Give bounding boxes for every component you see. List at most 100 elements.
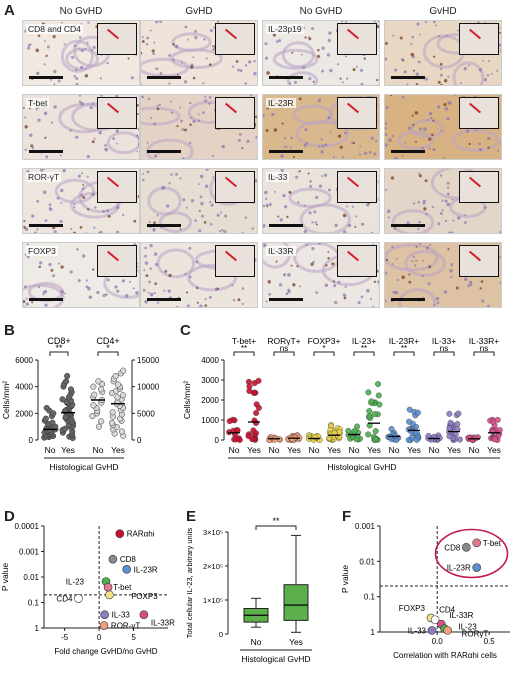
cell-nucleus	[334, 223, 338, 228]
data-point	[91, 391, 98, 398]
cell-nucleus	[84, 74, 89, 78]
y-tick-label-right: 0	[137, 436, 142, 445]
cell-nucleus	[212, 154, 215, 157]
micrograph-stain-label: IL-23R	[266, 98, 296, 108]
cell-nucleus	[351, 141, 354, 145]
cell-nucleus	[313, 210, 317, 214]
y-tick-label: 2×10⁵	[203, 562, 223, 571]
panel-b-chart: 0 2000 4000 6000 0 5000 10000 15000 Cells/mm² CD8…	[1, 336, 160, 472]
cell-nucleus	[87, 21, 90, 24]
cell-nucleus	[216, 213, 220, 217]
data-point	[42, 415, 49, 422]
data-point	[49, 419, 56, 426]
x-tick-label: Yes	[287, 445, 301, 455]
significance-label: **	[272, 516, 280, 526]
cell-nucleus	[265, 129, 269, 132]
cell-nucleus	[370, 231, 374, 233]
cell-nucleus	[339, 77, 342, 80]
cell-nucleus	[418, 172, 421, 175]
y-tick-label: 1000	[201, 416, 219, 425]
cell-nucleus	[60, 290, 64, 294]
tissue-gland	[187, 263, 238, 292]
cell-nucleus	[94, 206, 97, 209]
point-label: RARαhi	[127, 530, 155, 539]
cell-nucleus	[43, 169, 46, 171]
cell-nucleus	[314, 221, 317, 224]
cell-nucleus	[445, 34, 448, 37]
x-tick-label: Yes	[289, 637, 303, 647]
cell-nucleus	[202, 82, 205, 85]
x-tick-label: No	[45, 445, 56, 455]
cell-nucleus	[253, 71, 257, 76]
cell-nucleus	[115, 95, 119, 98]
cell-nucleus	[85, 285, 89, 289]
cell-nucleus	[284, 205, 288, 209]
cell-nucleus	[385, 299, 387, 303]
cell-nucleus	[70, 55, 74, 59]
cell-nucleus	[315, 291, 319, 294]
cell-nucleus	[407, 126, 412, 130]
cell-nucleus	[198, 229, 202, 233]
tissue-gland	[170, 48, 223, 70]
cell-nucleus	[25, 302, 30, 306]
group-label: RORγT+	[267, 336, 300, 346]
panel-label-b: B	[4, 322, 15, 339]
data-point	[253, 410, 260, 417]
micrograph-tile: IL-33	[262, 168, 380, 234]
cell-nucleus	[439, 67, 443, 71]
x-axis-label: Histological GvHD	[50, 462, 119, 472]
cell-nucleus	[73, 75, 77, 78]
cell-nucleus	[415, 246, 418, 248]
panel-label-f: F	[342, 508, 352, 525]
panel-f-chart: 0.001 0.01 0.1 1 0.0 0.5 P value Correlation wi…	[340, 522, 510, 660]
y-tick-label: 4000	[201, 356, 219, 365]
cell-nucleus	[440, 129, 443, 132]
magnified-inset	[459, 171, 499, 203]
data-point	[90, 383, 97, 390]
scale-bar	[269, 224, 303, 227]
cell-nucleus	[359, 145, 362, 148]
tissue-gland	[452, 61, 485, 85]
cell-nucleus	[486, 74, 490, 77]
cell-nucleus	[46, 45, 50, 49]
data-point	[112, 372, 119, 380]
cell-nucleus	[27, 44, 31, 47]
cell-nucleus	[142, 178, 145, 182]
cell-nucleus	[446, 192, 450, 196]
cell-nucleus	[152, 52, 155, 56]
significance-bracket	[49, 351, 69, 356]
cell-nucleus	[394, 68, 398, 72]
red-arrow-icon	[346, 28, 360, 40]
tissue-gland	[385, 243, 439, 272]
cell-nucleus	[423, 207, 427, 211]
significance-label: *	[322, 344, 325, 353]
cell-nucleus	[434, 24, 437, 27]
cell-nucleus	[443, 78, 448, 83]
cell-nucleus	[256, 96, 257, 98]
data-point	[490, 418, 497, 425]
cell-nucleus	[421, 274, 424, 277]
cell-nucleus	[304, 36, 307, 39]
cell-nucleus	[232, 298, 236, 302]
data-point	[98, 418, 105, 425]
data-point	[89, 412, 96, 420]
cell-nucleus	[369, 297, 373, 301]
data-point	[405, 418, 412, 425]
data-point	[115, 529, 125, 538]
significance-label: **	[241, 344, 247, 353]
cell-nucleus	[394, 290, 399, 295]
cell-nucleus	[172, 58, 175, 61]
cell-nucleus	[145, 274, 149, 278]
cell-nucleus	[57, 262, 61, 265]
x-tick-label: Yes	[247, 445, 261, 455]
cell-nucleus	[450, 262, 453, 266]
x-axis-label: Correlation with RARαhi cells	[393, 651, 497, 660]
cell-nucleus	[256, 155, 257, 158]
cell-nucleus	[82, 195, 86, 199]
micrograph-tile	[384, 168, 502, 234]
cell-nucleus	[278, 283, 283, 287]
y-tick-label: 0.01	[23, 573, 39, 582]
cell-nucleus	[143, 269, 146, 272]
cell-nucleus	[341, 81, 344, 84]
